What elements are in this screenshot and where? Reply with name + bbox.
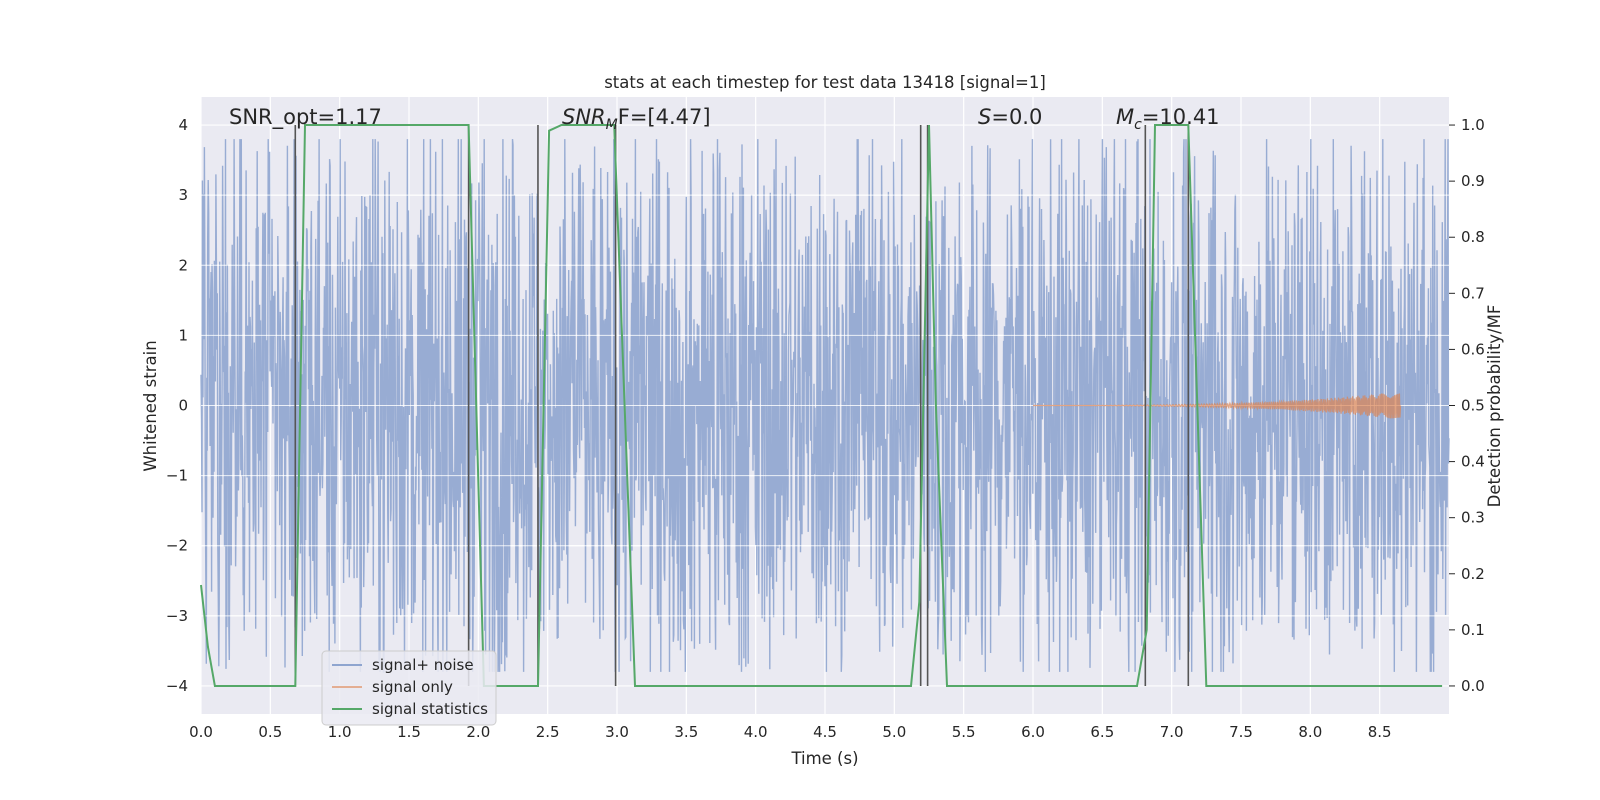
right-y-tick-label: 1.0 [1461,116,1485,134]
y-tick-label: 4 [178,116,188,134]
x-tick-label: 3.0 [605,723,629,741]
right-y-tick-label: 0.0 [1461,677,1485,695]
x-tick-label: 2.5 [536,723,560,741]
right-y-axis-label: Detection probability/MF [1485,305,1504,508]
x-tick-label: 7.5 [1229,723,1253,741]
chart-title: stats at each timestep for test data 134… [604,73,1046,92]
right-y-axis-ticks: 0.0 0.1 0.2 0.3 0.4 0.5 0.6 0.7 0.8 0.9 1.0 [1449,116,1485,695]
y-tick-label: 3 [178,186,188,204]
x-axis-ticks: 0.0 0.5 1.0 1.5 2.0 2.5 3.0 3.5 4.0 4.5 5.0 5.5 6.0 6… [189,723,1392,741]
right-y-tick-label: 0.7 [1461,284,1485,302]
y-axis-label: Whitened strain [141,340,160,471]
y-tick-label: −4 [166,677,188,695]
right-y-tick-label: 0.1 [1461,621,1485,639]
signal-only-line [1033,393,1402,419]
x-tick-label: 5.0 [882,723,906,741]
signal-statistics-line [200,124,1443,687]
annotation-mc-rest: =10.41 [1142,105,1220,129]
legend-box [321,650,497,726]
annotation-mc: Mc=10.41 [1116,105,1220,133]
legend-label-stats: signal statistics [372,700,488,718]
x-tick-label: 0.5 [258,723,282,741]
annotation-s-base: S [978,105,991,129]
signal-statistics-series [200,124,1443,687]
y-tick-label: 1 [178,326,188,344]
x-tick-label: 3.5 [674,723,698,741]
annotation-snr-mf-sub: M [606,117,618,133]
x-tick-label: 4.0 [744,723,768,741]
annotation-snr-mf: SNRMF=[4.47] [562,105,711,133]
y-tick-label: −1 [166,467,188,485]
y-axis-ticks: −4 −3 −2 −1 0 1 2 3 4 [166,116,188,695]
right-y-tick-label: 0.4 [1461,453,1485,471]
x-tick-label: 1.5 [397,723,421,741]
y-tick-label: 2 [178,256,188,274]
right-y-tick-label: 0.5 [1461,397,1485,415]
y-tick-label: −2 [166,537,188,555]
annotation-s-rest: =0.0 [991,105,1042,129]
annotation-snr-mf-base: SNR [562,105,606,129]
right-y-tick-label: 0.9 [1461,172,1485,190]
right-y-tick-label: 0.6 [1461,340,1485,358]
annotation-s: S=0.0 [978,105,1042,129]
legend-label-signal: signal only [372,678,453,696]
y-tick-label: 0 [178,397,188,415]
annotation-mc-base: M [1116,105,1134,129]
x-tick-label: 4.5 [813,723,837,741]
x-tick-label: 0.0 [189,723,213,741]
x-tick-label: 6.0 [1021,723,1045,741]
x-tick-label: 1.0 [328,723,352,741]
x-tick-label: 8.0 [1298,723,1322,741]
signal-noise-line [200,139,1450,673]
right-y-tick-label: 0.2 [1461,565,1485,583]
x-axis-label: Time (s) [790,749,858,768]
right-y-tick-label: 0.3 [1461,509,1485,527]
legend: signal+ noise signal only signal statist… [321,650,497,726]
annotation-snr-opt: SNR_opt=1.17 [229,105,382,130]
annotation-snr-mf-rest: F=[4.47] [618,105,711,129]
x-tick-label: 6.5 [1090,723,1114,741]
signal-noise-series [200,139,1450,673]
signal-only-series [1033,393,1402,419]
x-tick-label: 8.5 [1368,723,1392,741]
y-tick-label: −3 [166,607,188,625]
x-tick-label: 5.5 [952,723,976,741]
annotation-mc-sub: c [1134,117,1142,133]
x-tick-label: 7.0 [1160,723,1184,741]
x-tick-label: 2.0 [466,723,490,741]
right-y-tick-label: 0.8 [1461,228,1485,246]
legend-label-noise: signal+ noise [372,656,474,674]
vertical-markers [294,125,1190,686]
